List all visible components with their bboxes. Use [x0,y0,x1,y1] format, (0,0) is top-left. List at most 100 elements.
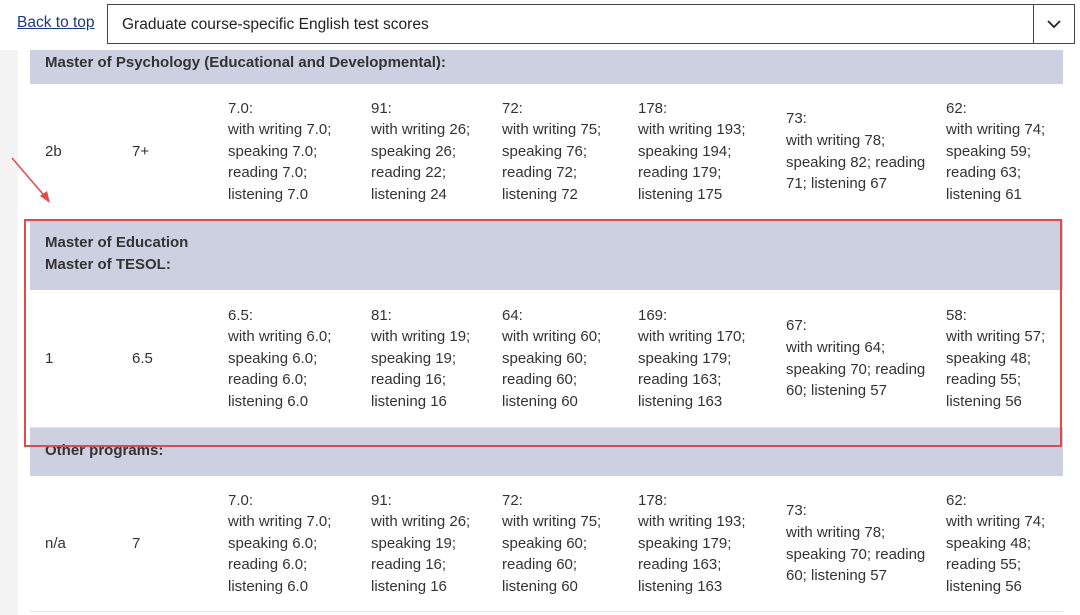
arrow [11,157,50,203]
cell-line: reading 22; [371,164,447,182]
cell-line: with writing 75; [502,121,602,139]
table-cell: 67: with writing 64; speaking 70; reading … [786,290,936,427]
cell-line: 169: [638,306,668,324]
cell-line: reading 16; [371,371,447,389]
cell-line: with writing 6.0; [228,328,332,346]
cell-line: with writing 78; [786,131,886,149]
section-select[interactable]: Graduate course-specific English test sc… [107,4,1075,44]
table-row: 1 6.5 6.5: with writing 6.0; speaking 6.0; re… [30,290,1063,428]
cell-line: listening 175 [638,185,723,203]
cell-line: 73: [786,502,807,520]
cell-line: with writing 193; [638,513,746,531]
table-cell: 169: with writing 170; speaking 179; readin… [638,290,783,427]
cell-line: reading 55; [946,556,1022,574]
cell-line: listening 6.0 [228,392,309,410]
cell-line: speaking 70; reading 60; listening 57 [786,545,926,585]
cell-line: 72: [502,491,523,509]
cell-line: 64: [502,306,523,324]
cell-line: speaking 194; [638,142,732,160]
cell-line: 73: [786,110,807,128]
table-cell: 72: with writing 75; speaking 60; reading 6… [502,476,632,611]
table-cell: 73: with writing 78; speaking 82; reading … [786,84,936,219]
cell-line: speaking 82; reading 71; listening 67 [786,153,926,193]
cell-line: 62: [946,491,967,509]
table-cell: 1 [45,290,125,427]
cell-line: listening 163 [638,577,723,595]
table-cell: 178: with writing 193; speaking 179; readin… [638,476,783,611]
table-row: n/a 7 7.0: with writing 7.0; speaking 6.0; re… [30,476,1063,612]
cell-line: reading 179; [638,164,722,182]
section-heading: Other programs: [30,428,1063,476]
cell-line: listening 61 [946,185,1022,203]
cell-line: speaking 48; [946,534,1032,552]
cell-line: listening 16 [371,392,447,410]
cell-line: reading 63; [946,164,1022,182]
table-cell: 91: with writing 26; speaking 26; reading 2… [371,84,501,219]
cell-line: 81: [371,306,392,324]
cell-line: 1 [45,349,54,367]
heading-line: Master of Psychology (Educational and De… [45,54,446,71]
cell-line: speaking 6.0; [228,534,318,552]
cell-line: with writing 75; [502,513,602,531]
table-cell: 7+ [132,84,222,219]
cell-line: listening 56 [946,577,1022,595]
cell-line: with writing 170; [638,328,746,346]
cell-line: speaking 59; [946,142,1032,160]
cell-line: 178: [638,99,668,117]
cell-line: speaking 70; reading 60; listening 57 [786,360,926,400]
cell-line: 7.0: [228,99,254,117]
cell-line: with writing 57; [946,328,1046,346]
cell-line: with writing 74; [946,121,1046,139]
back-to-top-link[interactable]: Back to top [17,14,95,31]
table-cell: 62: with writing 74; speaking 48; reading 5… [946,476,1061,611]
cell-line: speaking 179; [638,349,732,367]
table-cell: 7 [132,476,222,611]
cell-line: reading 60; [502,371,578,389]
cell-line: listening 163 [638,392,723,410]
table-cell: 178: with writing 193; speaking 194; readin… [638,84,783,219]
cell-line: with writing 26; [371,121,471,139]
cell-line: with writing 64; [786,338,886,356]
cell-line: speaking 6.0; [228,349,318,367]
table-cell: n/a [45,476,125,611]
table-cell: 81: with writing 19; speaking 19; reading 1… [371,290,501,427]
cell-line: speaking 26; [371,142,457,160]
cell-line: reading 60; [502,556,578,574]
table-cell: 91: with writing 26; speaking 19; reading 1… [371,476,501,611]
cell-line: speaking 60; [502,349,588,367]
cell-line: listening 60 [502,577,578,595]
cell-line: reading 55; [946,371,1022,389]
cell-line: with writing 19; [371,328,471,346]
cell-line: reading 6.0; [228,371,308,389]
cell-line: with writing 60; [502,328,602,346]
cell-line: 91: [371,491,392,509]
top-bar: Back to top Graduate course-specific Eng… [0,0,1080,50]
table-cell: 6.5: with writing 6.0; speaking 6.0; readin… [228,290,368,427]
cell-line: n/a [45,534,66,552]
heading-line: Master of TESOL: [45,255,171,273]
cell-line: 178: [638,491,668,509]
cell-line: listening 16 [371,577,447,595]
table-cell: 73: with writing 78; speaking 70; reading … [786,476,936,611]
table-cell: 58: with writing 57; speaking 48; reading 5… [946,290,1061,427]
cell-line: listening 7.0 [228,185,309,203]
cell-line: reading 16; [371,556,447,574]
cell-line: reading 163; [638,371,722,389]
table-row: 2b 7+ 7.0: with writing 7.0; speaking 7.0; re… [30,84,1063,220]
section-heading: Master of Education Master of TESOL: [30,220,1063,290]
cell-line: 7 [132,534,141,552]
cell-line: 6.5: [228,306,254,324]
cell-line: listening 24 [371,185,447,203]
cell-line: speaking 19; [371,349,457,367]
cell-line: speaking 48; [946,349,1032,367]
cell-line: reading 7.0; [228,164,308,182]
select-button[interactable] [1033,5,1074,43]
cell-line: 6.5 [132,349,153,367]
cell-line: 7+ [132,142,150,160]
cell-line: speaking 7.0; [228,142,318,160]
table-cell: 7.0: with writing 7.0; speaking 6.0; readin… [228,476,368,611]
cell-line: speaking 179; [638,534,732,552]
cell-line: listening 60 [502,392,578,410]
table-cell: 2b [45,84,125,219]
